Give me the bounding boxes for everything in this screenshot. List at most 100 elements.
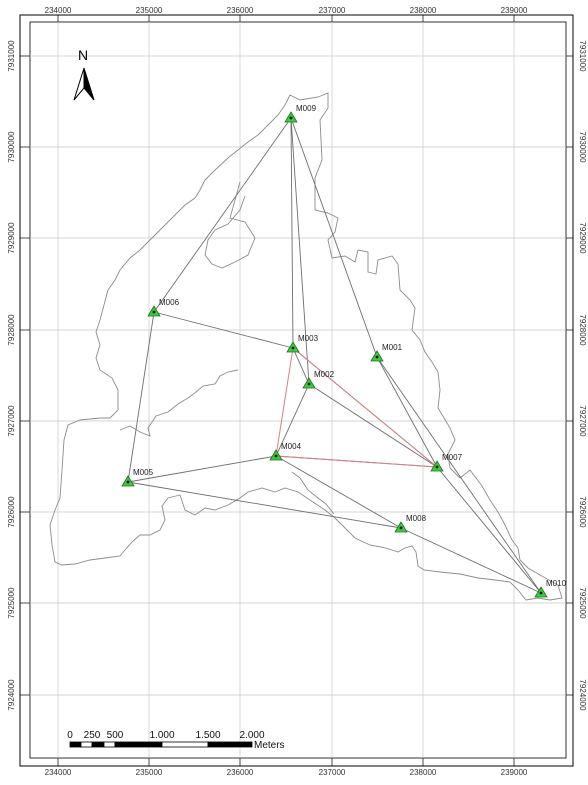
station-center-dot <box>399 526 403 530</box>
station-label: M003 <box>298 334 319 343</box>
network-lines <box>127 117 542 594</box>
y-tick-label-left: 7924000 <box>7 679 16 711</box>
network-line <box>436 466 542 594</box>
scale-bar-segment <box>91 741 105 748</box>
network-line <box>275 455 402 529</box>
grid-lines <box>20 15 573 766</box>
y-tick-label-left: 7928000 <box>7 314 16 346</box>
scale-bar-segment <box>207 741 253 748</box>
y-tick-label-right: 7929000 <box>578 222 587 254</box>
station-label: M008 <box>406 514 427 523</box>
scale-bar-segment <box>69 741 82 748</box>
scale-bar-label: 1.500 <box>195 730 220 741</box>
station-marker[interactable]: M005 <box>121 468 154 487</box>
station-center-dot <box>307 382 311 386</box>
station-label: M007 <box>442 453 463 462</box>
station-center-dot <box>435 465 439 469</box>
x-tick-label-top: 235000 <box>136 6 163 15</box>
scale-bar-unit: Meters <box>254 740 285 751</box>
station-label: M009 <box>296 104 317 113</box>
station-marker[interactable]: M002 <box>302 370 335 389</box>
scale-bar-segment <box>161 741 209 748</box>
network-line-highlight <box>275 455 438 468</box>
scale-bar-label: 1.000 <box>149 730 174 741</box>
x-tick-label-bottom: 234000 <box>45 768 72 777</box>
scale-bar-segment <box>114 741 163 748</box>
station-center-dot <box>274 454 278 458</box>
network-line <box>275 383 310 457</box>
station-center-dot <box>126 480 130 484</box>
x-tick-label-bottom: 239000 <box>501 768 528 777</box>
y-tick-label-right: 7926000 <box>578 496 587 528</box>
boundary-inner-c <box>291 471 335 515</box>
x-tick-label-top: 237000 <box>319 6 346 15</box>
station-marker[interactable]: M004 <box>269 442 302 461</box>
map-frame <box>19 14 574 767</box>
station-label: M004 <box>281 442 302 451</box>
scale-bar-segment <box>103 741 116 748</box>
station-center-dot <box>152 310 156 314</box>
tick-labels: 234000 234000 235000 235000 236000 236000 2370… <box>7 6 587 777</box>
network-line <box>153 311 294 349</box>
network-line-highlight <box>292 347 438 468</box>
y-tick-label-left: 7926000 <box>7 496 16 528</box>
network-line <box>292 347 310 385</box>
map-inner-frame <box>29 21 567 759</box>
y-tick-label-left: 7931000 <box>7 40 16 72</box>
network-line-highlight <box>275 347 294 457</box>
y-tick-label-left: 7930000 <box>7 131 16 163</box>
x-tick-label-bottom: 237000 <box>319 768 346 777</box>
scale-bar-segment <box>80 741 93 748</box>
station-center-dot <box>375 355 379 359</box>
y-tick-label-right: 7928000 <box>578 314 587 346</box>
y-tick-label-left: 7927000 <box>7 405 16 437</box>
scale-bar-label: 0 <box>67 730 73 741</box>
y-tick-label-right: 7930000 <box>578 131 587 163</box>
station-marker[interactable]: M008 <box>394 514 427 533</box>
stations-layer: M009 M006 M003 M001 M002 M004 M007 M005 M008 M010 <box>121 104 567 598</box>
north-arrow-right-half <box>83 67 95 101</box>
network-line <box>127 311 155 483</box>
station-marker[interactable]: M003 <box>286 334 319 353</box>
station-marker[interactable]: M001 <box>370 343 403 362</box>
station-label: M006 <box>159 298 180 307</box>
network-line <box>290 117 294 349</box>
station-label: M001 <box>382 343 403 352</box>
network-line <box>127 481 402 529</box>
y-tick-label-right: 7925000 <box>578 587 587 619</box>
y-tick-label-right: 7931000 <box>578 40 587 72</box>
station-marker[interactable]: M007 <box>430 453 463 472</box>
x-tick-label-top: 238000 <box>410 6 437 15</box>
y-tick-label-right: 7924000 <box>578 679 587 711</box>
station-center-dot <box>539 591 543 595</box>
network-line <box>376 356 542 594</box>
network-line <box>308 383 438 468</box>
study-area-boundary <box>49 92 563 601</box>
network-line <box>290 117 378 358</box>
station-label: M002 <box>314 370 335 379</box>
x-tick-label-bottom: 238000 <box>410 768 437 777</box>
station-label: M005 <box>133 468 154 477</box>
x-tick-label-top: 236000 <box>227 6 254 15</box>
network-line <box>153 117 292 313</box>
boundary-inner-a <box>204 181 256 269</box>
scale-bar-label: 250 <box>84 730 101 741</box>
scale-bar-label: 500 <box>107 730 124 741</box>
north-arrow-label: N <box>78 47 88 63</box>
x-tick-label-top: 234000 <box>45 6 72 15</box>
network-line <box>400 527 542 594</box>
station-marker[interactable]: M010 <box>534 579 567 598</box>
network-line <box>127 455 277 483</box>
boundary-inner-b <box>119 369 239 437</box>
station-center-dot <box>289 116 293 120</box>
north-arrow: N <box>73 47 95 101</box>
y-tick-label-left: 7925000 <box>7 587 16 619</box>
station-marker[interactable]: M006 <box>147 298 180 317</box>
y-tick-label-right: 7927000 <box>578 405 587 437</box>
scale-bar-label: 2.000 <box>239 730 264 741</box>
station-marker[interactable]: M009 <box>284 104 317 123</box>
x-tick-label-bottom: 236000 <box>227 768 254 777</box>
network-line <box>376 356 438 468</box>
